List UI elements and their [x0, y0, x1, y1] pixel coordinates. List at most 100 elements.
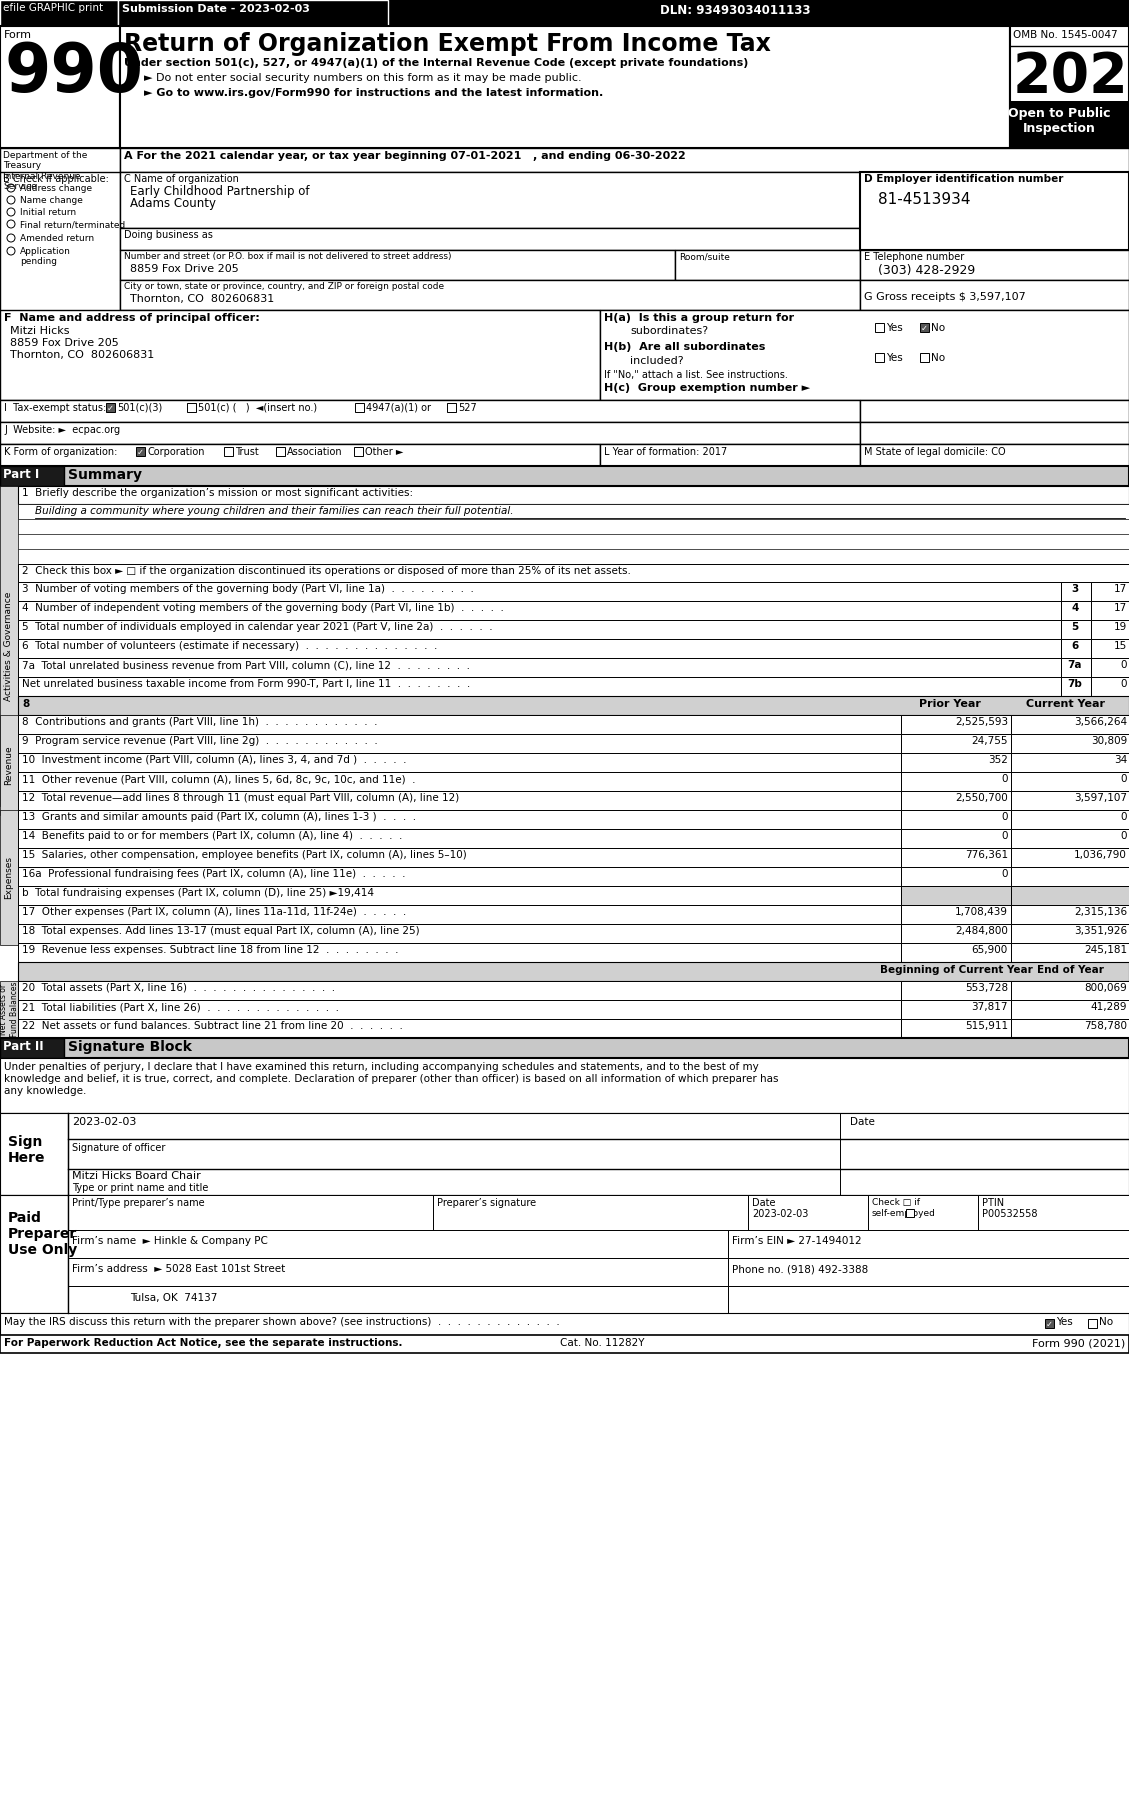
Text: 8: 8	[21, 698, 29, 709]
Text: Corporation: Corporation	[147, 446, 204, 457]
Text: efile GRAPHIC print: efile GRAPHIC print	[3, 4, 103, 13]
Text: Number and street (or P.O. box if mail is not delivered to street address): Number and street (or P.O. box if mail i…	[124, 252, 452, 261]
Text: Early Childhood Partnership of: Early Childhood Partnership of	[130, 185, 309, 198]
Text: 1,036,790: 1,036,790	[1074, 851, 1127, 860]
Bar	[875, 354, 884, 363]
Text: Under section 501(c), 527, or 4947(a)(1) of the Internal Revenue Code (except pr: Under section 501(c), 527, or 4947(a)(1)…	[124, 58, 749, 67]
Text: 7a  Total unrelated business revenue from Part VIII, column (C), line 12  .  .  : 7a Total unrelated business revenue from…	[21, 660, 470, 669]
Text: Thornton, CO  802606831: Thornton, CO 802606831	[10, 350, 155, 359]
Bar	[18, 582, 1061, 600]
Bar	[1010, 811, 1129, 829]
Bar	[1010, 847, 1129, 867]
Text: Preparer’s signature: Preparer’s signature	[437, 1197, 536, 1208]
Bar	[447, 403, 456, 412]
Bar	[18, 677, 1061, 697]
Bar	[901, 923, 1010, 943]
Bar	[18, 658, 1061, 677]
Text: J  Website: ►  ecpac.org: J Website: ► ecpac.org	[5, 424, 120, 435]
Text: (303) 428-2929: (303) 428-2929	[878, 265, 975, 278]
Bar	[434, 1195, 749, 1230]
Bar	[920, 354, 929, 363]
Text: DLN: 93493034011133: DLN: 93493034011133	[660, 4, 811, 16]
Text: H(a)  Is this a group return for: H(a) Is this a group return for	[604, 314, 794, 323]
Text: 1,708,439: 1,708,439	[955, 907, 1008, 918]
Bar	[1061, 620, 1091, 639]
Text: ► Go to www.irs.gov/Form990 for instructions and the latest information.: ► Go to www.irs.gov/Form990 for instruct…	[145, 89, 603, 98]
Text: D Employer identification number: D Employer identification number	[864, 174, 1064, 183]
Bar	[18, 885, 901, 905]
Text: C Name of organization: C Name of organization	[124, 174, 239, 183]
Text: No: No	[931, 354, 945, 363]
Bar	[905, 1208, 914, 1217]
Bar	[860, 172, 1129, 250]
Text: 0: 0	[1120, 775, 1127, 784]
Text: Tulsa, OK  74137: Tulsa, OK 74137	[130, 1293, 218, 1302]
Text: Date: Date	[850, 1117, 875, 1126]
Bar	[860, 250, 1129, 279]
Text: 13  Grants and similar amounts paid (Part IX, column (A), lines 1-3 )  .  .  .  : 13 Grants and similar amounts paid (Part…	[21, 813, 417, 822]
Text: 5: 5	[1071, 622, 1078, 631]
Text: 18  Total expenses. Add lines 13-17 (must equal Part IX, column (A), line 25): 18 Total expenses. Add lines 13-17 (must…	[21, 925, 420, 936]
Text: 800,069: 800,069	[1084, 983, 1127, 992]
Bar	[0, 1195, 1129, 1313]
Bar	[1061, 639, 1091, 658]
Text: I  Tax-exempt status:: I Tax-exempt status:	[5, 403, 106, 414]
Text: 3: 3	[1071, 584, 1078, 593]
Text: E Telephone number: E Telephone number	[864, 252, 964, 261]
Text: 7a: 7a	[1068, 660, 1083, 669]
Bar	[18, 847, 901, 867]
Bar	[901, 885, 1010, 905]
Text: Date: Date	[752, 1197, 776, 1208]
Bar	[1010, 753, 1129, 773]
Bar	[0, 0, 1129, 25]
Text: 8859 Fox Drive 205: 8859 Fox Drive 205	[130, 265, 238, 274]
Bar	[860, 444, 1129, 466]
Bar	[120, 25, 1010, 149]
Text: 9  Program service revenue (Part VIII, line 2g)  .  .  .  .  .  .  .  .  .  .  .: 9 Program service revenue (Part VIII, li…	[21, 736, 378, 746]
Bar	[18, 564, 1129, 582]
Text: Address change: Address change	[20, 183, 93, 192]
Bar	[18, 639, 1061, 658]
Text: 17: 17	[1113, 584, 1127, 593]
Text: 37,817: 37,817	[971, 1001, 1008, 1012]
Text: 2023-02-03: 2023-02-03	[72, 1117, 137, 1126]
Text: 0: 0	[1001, 775, 1008, 784]
Text: No: No	[931, 323, 945, 334]
Text: 8859 Fox Drive 205: 8859 Fox Drive 205	[10, 337, 119, 348]
Bar	[1010, 981, 1129, 1000]
Text: Sign
Here: Sign Here	[8, 1136, 45, 1165]
Bar	[0, 811, 18, 945]
Text: Final return/terminated: Final return/terminated	[20, 219, 125, 229]
Text: 16a  Professional fundraising fees (Part IX, column (A), line 11e)  .  .  .  .  : 16a Professional fundraising fees (Part …	[21, 869, 405, 880]
Text: 11  Other revenue (Part VIII, column (A), lines 5, 6d, 8c, 9c, 10c, and 11e)  .: 11 Other revenue (Part VIII, column (A),…	[21, 775, 415, 784]
Text: 12  Total revenue—add lines 8 through 11 (must equal Part VIII, column (A), line: 12 Total revenue—add lines 8 through 11 …	[21, 793, 460, 804]
Bar	[120, 172, 860, 229]
Text: 0: 0	[1001, 831, 1008, 842]
Text: 81-4513934: 81-4513934	[878, 192, 971, 207]
Text: 527: 527	[458, 403, 476, 414]
Text: 2  Check this box ► □ if the organization discontinued its operations or dispose: 2 Check this box ► □ if the organization…	[21, 566, 631, 577]
Bar	[18, 533, 1129, 550]
Text: 24,755: 24,755	[971, 736, 1008, 746]
Bar	[920, 323, 929, 332]
Bar	[1010, 25, 1129, 149]
Text: Check □ if: Check □ if	[872, 1197, 920, 1206]
Text: Expenses: Expenses	[5, 856, 14, 900]
Text: Submission Date - 2023-02-03: Submission Date - 2023-02-03	[122, 4, 309, 15]
Text: ✓: ✓	[921, 325, 928, 334]
Bar	[978, 1195, 1129, 1230]
Bar	[18, 550, 1129, 564]
Bar	[901, 753, 1010, 773]
Bar	[355, 446, 364, 455]
Bar	[0, 172, 120, 330]
Bar	[1061, 600, 1091, 620]
Text: H(b)  Are all subordinates: H(b) Are all subordinates	[604, 343, 765, 352]
Bar	[106, 403, 115, 412]
Bar	[901, 1000, 1010, 1019]
Bar	[599, 444, 860, 466]
Bar	[68, 1195, 434, 1230]
Text: End of Year: End of Year	[1036, 965, 1103, 974]
Text: 14  Benefits paid to or for members (Part IX, column (A), line 4)  .  .  .  .  .: 14 Benefits paid to or for members (Part…	[21, 831, 402, 842]
Text: 4  Number of independent voting members of the governing body (Part VI, line 1b): 4 Number of independent voting members o…	[21, 602, 504, 613]
Bar	[860, 401, 1129, 423]
